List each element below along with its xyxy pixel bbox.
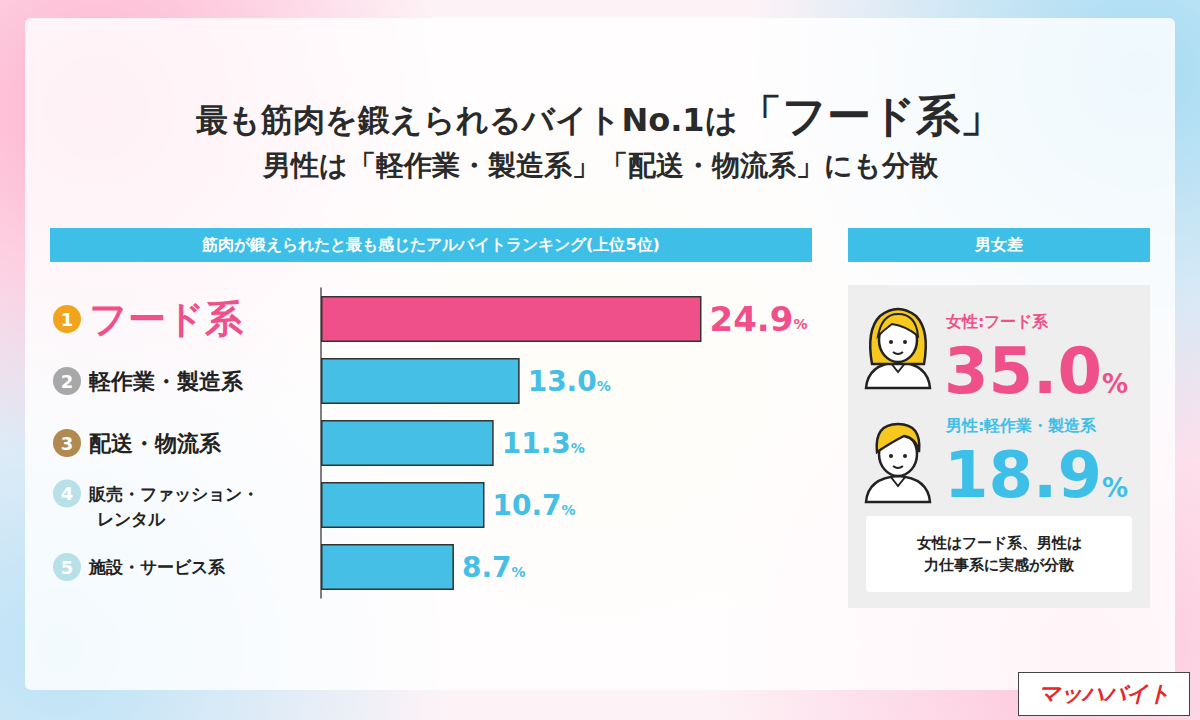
html-text:男性:軽作業・製造系: 男性:軽作業・製造系 [946, 416, 1097, 435]
html-text:35.0: 35.0 [944, 334, 1102, 408]
html-text:18.9: 18.9 [944, 438, 1102, 512]
svg-text:配送・物流系: 配送・物流系 [89, 431, 222, 456]
svg-text:8.7: 8.7 [462, 551, 512, 584]
svg-text:%: % [512, 564, 526, 580]
svg-text:24.9: 24.9 [710, 299, 794, 339]
svg-text:フード系: フード系 [89, 297, 244, 341]
svg-text:13.0: 13.0 [528, 365, 597, 398]
html-text:男性は「軽作業・製造系」「配送・物流系」にも分散: 男性は「軽作業・製造系」「配送・物流系」にも分散 [262, 149, 938, 182]
svg-text:1: 1 [61, 309, 74, 330]
svg-text:%: % [793, 316, 807, 332]
html-text:筋肉が鍛えられたと最も感じたアルバイトランキング(上位5位): 筋肉が鍛えられたと最も感じたアルバイトランキング(上位5位) [202, 235, 660, 254]
html-text:最も筋肉を鍛えられるバイトNo.1は「フード系」: 最も筋肉を鍛えられるバイトNo.1は「フード系」 [196, 90, 1004, 141]
svg-text:施設・サービス系: 施設・サービス系 [88, 557, 226, 577]
svg-text:%: % [597, 378, 611, 394]
svg-text:%: % [571, 440, 585, 456]
svg-text:%: % [562, 502, 576, 518]
html-text:マッハバイト: マッハバイト [1038, 681, 1170, 706]
svg-text:11.3: 11.3 [502, 427, 571, 460]
svg-text:販売・ファッション・: 販売・ファッション・ [88, 484, 259, 504]
svg-text:軽作業・製造系: 軽作業・製造系 [89, 369, 244, 394]
svg-text:10.7: 10.7 [493, 489, 562, 522]
svg-text:4: 4 [61, 483, 74, 504]
svg-text:レンタル: レンタル [97, 509, 166, 529]
html-text:女性:フード系: 女性:フード系 [946, 312, 1049, 331]
html-text:女性はフード系、男性は力仕事系に実感が分散: 女性はフード系、男性は力仕事系に実感が分散 [916, 534, 1082, 574]
svg-text:5: 5 [61, 557, 74, 578]
svg-text:3: 3 [61, 433, 74, 454]
html-text:男女差: 男女差 [975, 235, 1023, 254]
svg-text:2: 2 [61, 371, 74, 392]
